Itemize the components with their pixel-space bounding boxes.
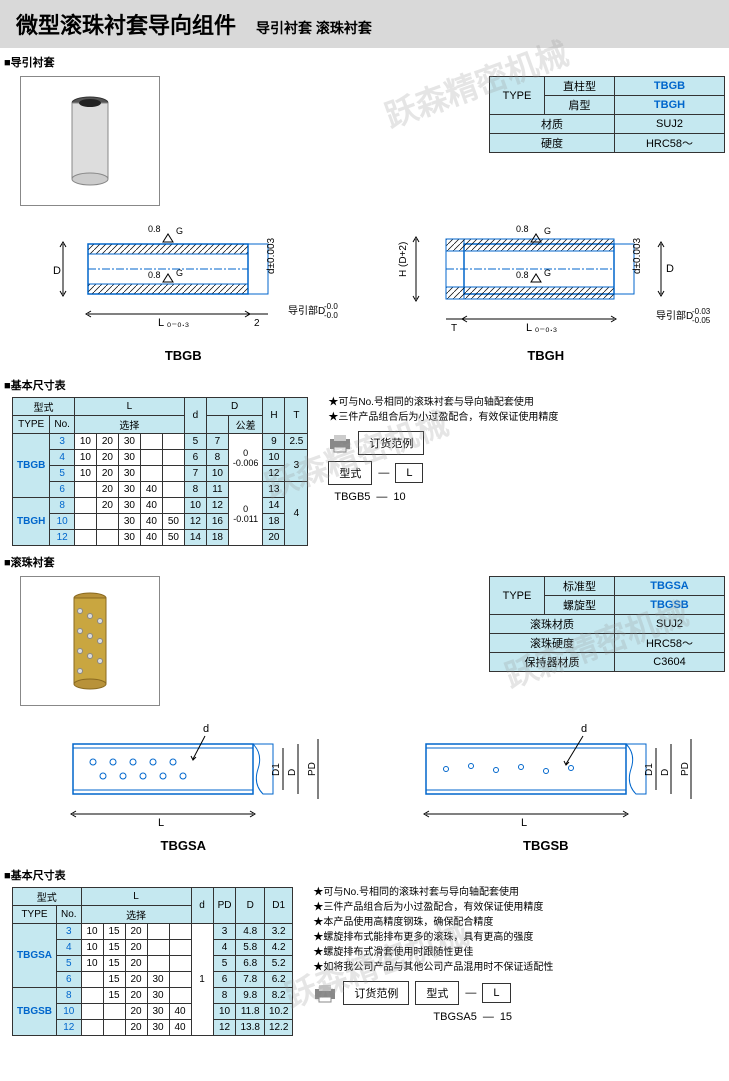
svg-text:PD: PD: [307, 762, 318, 776]
svg-text:2: 2: [254, 318, 260, 329]
svg-text:d±0.003: d±0.003: [266, 237, 277, 274]
drawing-tbgsa: d D1 D PD L TBGSA: [12, 714, 355, 853]
drawing-tbgsb: d D1 D PD L TBGSB: [375, 714, 718, 853]
svg-text:L ₀₋₀.₃: L ₀₋₀.₃: [526, 322, 557, 334]
data-table-1: 型式LdDHTTYPENo.公差选择TBGB3102030570-0.00692…: [12, 397, 308, 546]
basic-table-2-label: 基本尺寸表: [0, 865, 729, 885]
svg-text:导引部D: 导引部D: [288, 304, 325, 317]
notes-1: 可与No.号相同的滚珠衬套与导向轴配套使用三件产品组合后为小过盈配合，有效保证使…: [328, 395, 558, 425]
product-photo-2: [20, 576, 160, 706]
info-table-1: TYPE直柱型TBGB 肩型TBGH 材质SUJ2 硬度HRC58～: [489, 76, 725, 153]
svg-text:0.8: 0.8: [148, 224, 161, 234]
svg-text:PD: PD: [680, 762, 691, 776]
svg-text:L: L: [158, 817, 164, 829]
svg-text:G: G: [544, 226, 551, 236]
svg-text:D1: D1: [644, 763, 655, 776]
product-photo-1: [20, 76, 160, 206]
svg-text:D: D: [287, 769, 298, 776]
order-example-2: 订货范例 型式—L: [313, 981, 553, 1005]
section1-label: 导引衬套: [0, 52, 729, 72]
svg-text:L: L: [521, 817, 527, 829]
svg-text:d: d: [203, 723, 209, 735]
page-header: 微型滚珠衬套导向组件 导引衬套 滚珠衬套: [0, 0, 729, 48]
page-title: 微型滚珠衬套导向组件: [16, 8, 236, 40]
notes-2: 可与No.号相同的滚珠衬套与导向轴配套使用三件产品组合后为小过盈配合，有效保证使…: [313, 885, 553, 975]
svg-text:T: T: [451, 323, 457, 334]
svg-text:导引部D: 导引部D: [656, 309, 693, 322]
drawing-tbgb: 0.8 G 0.8 G D L ₀₋₀.₃ 2 d±0.003 导引部D-0.03-…: [12, 214, 355, 363]
svg-text:G: G: [544, 268, 551, 278]
data-table-2: 型式LdPDDD1TYPENo.选择TBGSA3101520134.83.241…: [12, 887, 293, 1036]
info-table-2: TYPE标准型TBGSA 螺旋型TBGSB 滚珠材质SUJ2 滚珠硬度HRC58…: [489, 576, 725, 672]
svg-text:D: D: [666, 263, 674, 275]
svg-text:d±0.003: d±0.003: [632, 237, 643, 274]
svg-text:-0.05: -0.05: [692, 316, 711, 325]
svg-text:-0.03: -0.03: [324, 302, 338, 311]
svg-text:-0.05: -0.05: [324, 311, 338, 320]
svg-text:D: D: [660, 769, 671, 776]
svg-text:D: D: [53, 265, 61, 277]
svg-text:0.8: 0.8: [516, 224, 529, 234]
order-example-1: 订货范例: [328, 431, 558, 455]
svg-text:H (D+2): H (D+2): [398, 242, 409, 277]
svg-text:D1: D1: [271, 763, 282, 776]
svg-text:G: G: [176, 268, 183, 278]
svg-text:-0.03: -0.03: [692, 307, 711, 316]
svg-text:0.8: 0.8: [516, 270, 529, 280]
svg-text:G: G: [176, 226, 183, 236]
section2-label: 滚珠衬套: [0, 552, 729, 572]
svg-text:d: d: [581, 723, 587, 735]
svg-text:L ₀₋₀.₃: L ₀₋₀.₃: [158, 317, 189, 329]
drawing-tbgh: 0.8 G 0.8 G H (D+2) T L ₀₋₀.₃ d±0.003 D 导引…: [375, 214, 718, 363]
page-subtitle: 导引衬套 滚珠衬套: [256, 18, 372, 38]
basic-table-1-label: 基本尺寸表: [0, 375, 729, 395]
svg-text:0.8: 0.8: [148, 270, 161, 280]
